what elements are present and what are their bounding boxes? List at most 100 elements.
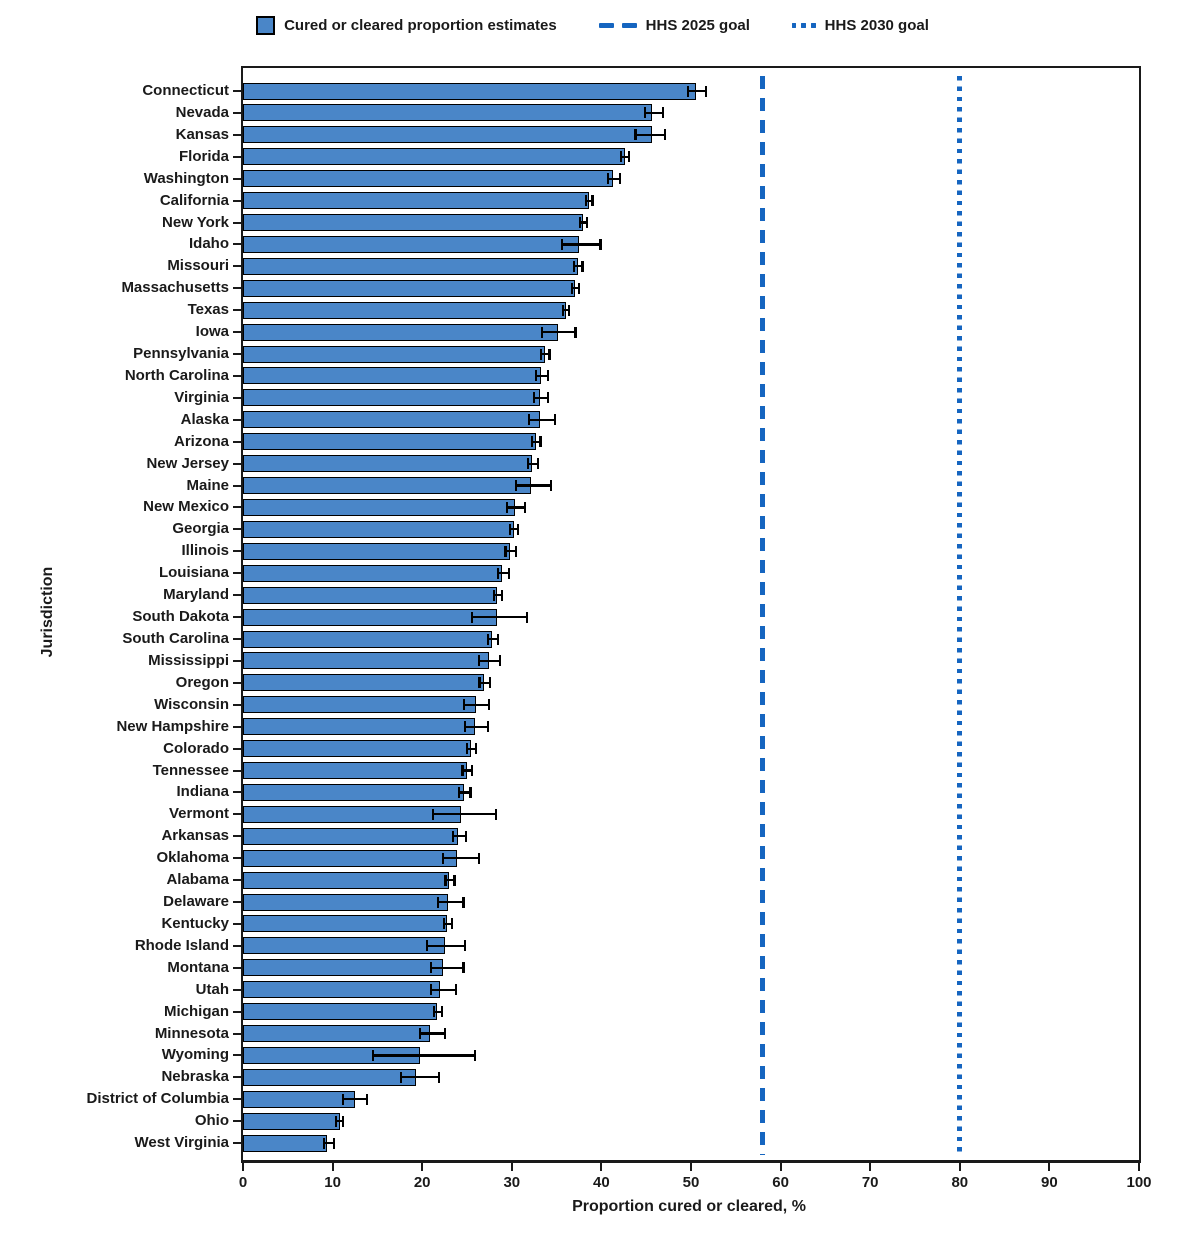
error-bar-cap-low [371,1049,374,1061]
error-bar-cap-high [500,589,504,601]
y-axis-tick [233,550,241,553]
bar-mississippi [243,652,489,670]
bar-oregon [243,674,485,692]
y-tick-label: West Virginia [134,1134,229,1152]
error-bar-cap-high [628,151,631,163]
error-bar-whisker [487,637,499,641]
error-bar-cap-high [550,480,553,492]
error-bar-cap-high [619,173,622,185]
error-bar-whisker [432,813,496,816]
error-bar-cap-high [599,238,602,250]
error-bar-whisker [635,133,665,136]
error-bar-whisker [562,309,570,312]
x-axis-tick [242,1163,244,1171]
x-tick-label: 70 [861,1174,879,1191]
y-tick-label: Maine [186,476,229,494]
y-tick-label: Alaska [180,410,229,428]
legend: Cured or cleared proportion estimates HH… [0,16,1185,35]
dotted-line-icon [791,23,816,28]
y-axis-tick [233,879,241,882]
error-bar-cap-low [620,151,623,163]
y-axis-tick [233,484,241,487]
y-axis-tick [233,528,241,531]
error-bar-whisker [645,111,664,114]
y-tick-label: Indiana [176,783,229,801]
bar-swatch-icon [256,16,276,35]
bar-minnesota [243,1025,431,1043]
y-axis-tick [233,133,241,136]
bar-new-mexico [243,498,516,516]
error-bar-whisker [372,1054,476,1057]
error-bar-cap-high [497,633,500,645]
error-bar-cap-high [546,370,549,382]
y-tick-label: Minnesota [154,1024,229,1042]
y-tick-label: Ohio [194,1112,229,1130]
error-bar-cap-high [477,852,480,864]
y-tick-label: Maryland [163,586,229,604]
error-bar-whisker [516,484,552,487]
y-tick-label: North Carolina [124,367,229,385]
y-tick-label: Florida [178,147,229,165]
x-axis-tick [331,1163,334,1171]
bar-rhode-island [243,937,446,955]
error-bar-whisker [532,440,541,443]
error-bar-cap-low [461,765,464,777]
error-bar-cap-high [494,808,497,820]
error-bar-whisker [343,1098,367,1101]
error-bar-cap-low [471,611,474,623]
error-bar-whisker [400,1076,440,1079]
error-bar-whisker [479,681,491,684]
error-bar-whisker [465,725,488,728]
bar-texas [243,301,566,319]
bar-iowa [243,323,559,341]
y-axis-tick [233,638,241,640]
bar-tennessee [243,762,467,780]
y-tick-label: New Mexico [143,498,229,516]
error-bar-cap-low [578,217,581,229]
bar-montana [243,959,443,977]
x-tick-label: 20 [413,1174,431,1191]
error-bar-cap-high [333,1137,336,1149]
error-bar-whisker [498,572,510,575]
error-bar-cap-high [465,830,468,842]
error-bar-cap-low [533,392,536,404]
y-tick-label: Washington [143,169,229,187]
error-bar-whisker [426,944,466,947]
y-tick-label: Oregon [175,673,229,691]
error-bar-whisker [579,221,588,224]
y-axis-tick [233,813,241,816]
y-axis-tick [233,1120,241,1123]
error-bar-cap-high [440,1006,443,1018]
error-bar-whisker [541,352,550,356]
y-axis-tick [233,506,241,509]
x-axis-tick [779,1163,782,1171]
error-bar-cap-high [546,392,549,404]
y-axis-tick [233,243,241,246]
bar-delaware [243,893,449,911]
y-axis-tick [233,659,241,662]
error-bar-cap-high [488,699,491,711]
y-tick-label: Kentucky [161,915,229,933]
bar-vermont [243,805,461,823]
y-axis-tick [233,769,241,772]
y-axis-tick [233,199,241,202]
y-tick-label: Delaware [163,893,229,911]
bar-nevada [243,104,653,122]
error-bar-cap-low [687,85,690,97]
y-axis-tick [233,1142,241,1145]
x-axis-tick [1138,1163,1140,1171]
y-axis-tick [233,462,241,465]
y-axis-tick [233,835,241,838]
error-bar-cap-low [572,260,575,272]
y-tick-label: Louisiana [158,564,229,582]
error-bar-cap-low [570,282,573,294]
y-axis-tick [233,1032,241,1035]
bar-nebraska [243,1068,416,1086]
y-axis-title: Jurisdiction [39,566,56,658]
error-bar-whisker [586,199,593,202]
y-axis-tick [233,265,241,268]
y-tick-label: Michigan [163,1002,229,1020]
error-bar-whisker [464,703,490,706]
y-axis-tick [233,703,241,706]
error-bar-cap-high [438,1071,441,1083]
